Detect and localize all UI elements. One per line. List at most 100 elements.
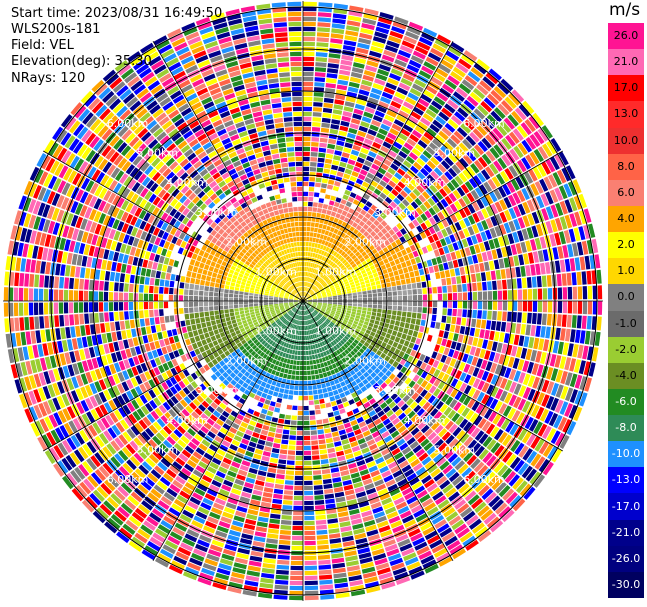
velocity-gate	[272, 412, 280, 418]
velocity-gate	[303, 161, 310, 167]
velocity-gate	[331, 164, 339, 171]
velocity-gate	[523, 253, 530, 265]
velocity-gate	[454, 460, 466, 471]
velocity-gate	[361, 345, 368, 351]
velocity-gate	[426, 334, 433, 342]
velocity-gate	[307, 301, 313, 303]
velocity-gate	[416, 157, 426, 167]
velocity-gate	[352, 295, 358, 299]
velocity-gate	[527, 301, 533, 312]
velocity-gate	[420, 117, 431, 127]
velocity-gate	[292, 365, 297, 370]
velocity-gate	[400, 164, 409, 173]
velocity-gate	[310, 307, 314, 311]
velocity-gate	[390, 335, 396, 341]
velocity-gate	[472, 282, 477, 292]
velocity-gate	[402, 73, 415, 82]
velocity-gate	[450, 134, 461, 145]
velocity-gate	[457, 404, 466, 415]
velocity-gate	[322, 387, 328, 393]
velocity-gate	[313, 280, 318, 285]
velocity-gate	[419, 353, 426, 362]
velocity-gate	[313, 317, 317, 322]
velocity-gate	[340, 59, 353, 66]
velocity-gate	[311, 354, 316, 360]
velocity-gate	[450, 71, 463, 82]
velocity-gate	[290, 420, 297, 425]
velocity-gate	[319, 137, 328, 143]
velocity-gate	[447, 301, 453, 308]
velocity-gate	[402, 267, 409, 274]
velocity-gate	[451, 149, 462, 160]
velocity-gate	[304, 292, 307, 297]
velocity-gate	[400, 279, 406, 285]
velocity-gate	[300, 355, 303, 361]
velocity-gate	[305, 335, 308, 341]
velocity-gate	[306, 294, 311, 298]
velocity-gate	[436, 201, 445, 211]
velocity-gate	[455, 479, 467, 490]
velocity-gate	[569, 373, 578, 388]
velocity-gate	[324, 276, 329, 281]
velocity-gate	[538, 441, 550, 455]
velocity-gate	[366, 102, 377, 110]
velocity-gate	[324, 397, 330, 403]
velocity-gate	[353, 166, 361, 173]
velocity-gate	[335, 331, 340, 336]
velocity-gate	[512, 128, 524, 141]
velocity-gate	[397, 306, 403, 311]
velocity-gate	[377, 292, 383, 297]
velocity-gate	[479, 406, 489, 417]
velocity-gate	[458, 142, 469, 153]
velocity-gate	[315, 504, 325, 510]
velocity-gate	[292, 530, 303, 536]
velocity-gate	[499, 211, 508, 223]
velocity-gate	[255, 526, 267, 533]
velocity-gate	[303, 345, 306, 351]
velocity-gate	[385, 397, 393, 405]
velocity-gate	[307, 267, 310, 272]
velocity-gate	[487, 178, 497, 190]
velocity-gate	[303, 231, 307, 237]
velocity-gate	[310, 365, 314, 370]
velocity-gate	[340, 413, 348, 419]
velocity-gate	[324, 312, 329, 316]
velocity-gate	[567, 244, 574, 258]
velocity-gate	[303, 370, 307, 376]
velocity-gate	[420, 275, 426, 282]
velocity-gate	[474, 347, 481, 357]
velocity-gate	[448, 332, 454, 340]
velocity-gate	[591, 347, 599, 362]
velocity-gate	[499, 199, 508, 211]
velocity-gate	[316, 42, 329, 48]
velocity-gate	[338, 74, 350, 81]
velocity-gate	[286, 460, 295, 465]
velocity-gate	[359, 330, 365, 336]
velocity-gate	[473, 63, 487, 75]
velocity-gate	[283, 373, 288, 379]
velocity-gate	[397, 301, 403, 306]
velocity-gate	[353, 354, 359, 360]
velocity-gate	[433, 181, 442, 191]
velocity-gate	[317, 539, 329, 545]
velocity-gate	[526, 199, 536, 212]
velocity-gate	[359, 234, 366, 241]
velocity-gate	[412, 289, 417, 295]
velocity-gate	[436, 457, 447, 467]
velocity-gate	[396, 222, 403, 230]
velocity-gate	[449, 399, 458, 409]
velocity-gate	[303, 261, 305, 266]
velocity-gate	[330, 311, 335, 315]
velocity-gate	[303, 395, 309, 401]
velocity-gate	[303, 405, 309, 411]
velocity-gate	[303, 31, 316, 37]
velocity-gate	[279, 372, 284, 378]
velocity-gate	[494, 201, 503, 213]
velocity-gate	[310, 252, 313, 257]
velocity-gate	[323, 251, 328, 257]
velocity-gate	[332, 389, 339, 396]
velocity-gate	[360, 27, 374, 35]
velocity-gate	[355, 336, 361, 342]
velocity-gate	[290, 560, 303, 566]
velocity-gate	[313, 364, 318, 370]
